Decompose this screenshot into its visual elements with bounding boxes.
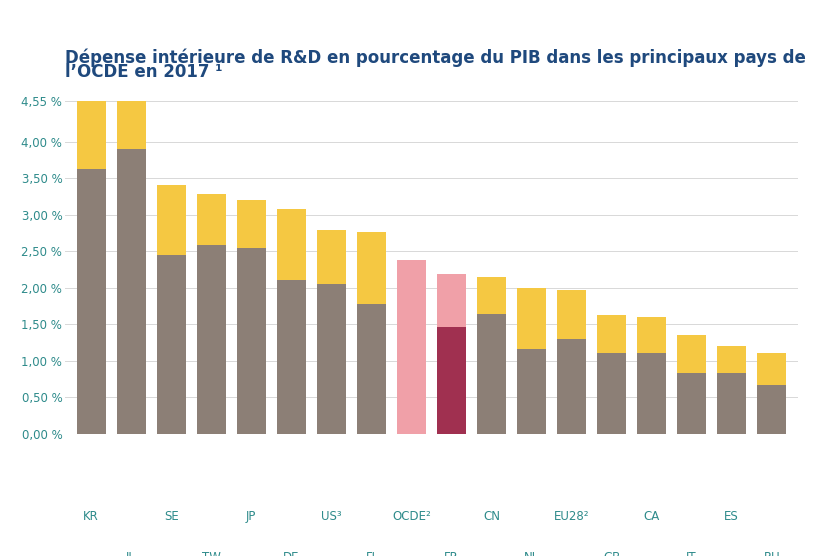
- Bar: [597, 315, 626, 354]
- Text: FI: FI: [366, 551, 376, 556]
- Text: DE: DE: [283, 551, 300, 556]
- Text: CA: CA: [644, 509, 659, 523]
- Text: CN: CN: [483, 509, 500, 523]
- Bar: [77, 169, 106, 434]
- Bar: [517, 287, 546, 349]
- Text: NL: NL: [524, 551, 539, 556]
- Text: KR: KR: [83, 509, 99, 523]
- Bar: [437, 274, 466, 327]
- Bar: [357, 304, 386, 434]
- Bar: [157, 185, 186, 255]
- Bar: [317, 284, 346, 434]
- Bar: [557, 339, 586, 434]
- Bar: [357, 232, 386, 304]
- Text: l’OCDE en 2017 ¹: l’OCDE en 2017 ¹: [65, 63, 222, 81]
- Bar: [477, 277, 505, 314]
- Bar: [477, 314, 505, 434]
- Bar: [277, 280, 306, 434]
- Bar: [197, 245, 225, 434]
- Text: US³: US³: [321, 509, 342, 523]
- Bar: [677, 373, 706, 434]
- Bar: [757, 354, 786, 385]
- Text: EU28²: EU28²: [554, 509, 589, 523]
- Bar: [277, 210, 306, 280]
- Bar: [397, 314, 426, 434]
- Bar: [597, 354, 626, 434]
- Text: OCDE²: OCDE²: [392, 509, 431, 523]
- Bar: [557, 290, 586, 339]
- Bar: [637, 317, 666, 354]
- Bar: [77, 101, 106, 169]
- Bar: [637, 354, 666, 434]
- Bar: [397, 260, 426, 314]
- Text: GB: GB: [603, 551, 620, 556]
- Bar: [717, 346, 746, 373]
- Text: RU: RU: [764, 551, 780, 556]
- Bar: [237, 248, 265, 434]
- Bar: [157, 255, 186, 434]
- Text: SE: SE: [164, 509, 178, 523]
- Text: ES: ES: [724, 509, 739, 523]
- Bar: [717, 373, 746, 434]
- Bar: [197, 194, 225, 245]
- Bar: [317, 230, 346, 284]
- Text: JP: JP: [246, 509, 256, 523]
- Text: IT: IT: [686, 551, 697, 556]
- Text: FR: FR: [444, 551, 459, 556]
- Bar: [517, 349, 546, 434]
- Bar: [237, 200, 265, 248]
- Bar: [116, 149, 146, 434]
- Bar: [757, 385, 786, 434]
- Bar: [677, 335, 706, 373]
- Bar: [116, 101, 146, 149]
- Text: IL: IL: [126, 551, 136, 556]
- Text: Dépense intérieure de R&D en pourcentage du PIB dans les principaux pays de: Dépense intérieure de R&D en pourcentage…: [65, 48, 806, 67]
- Bar: [437, 327, 466, 434]
- Text: TW: TW: [202, 551, 221, 556]
